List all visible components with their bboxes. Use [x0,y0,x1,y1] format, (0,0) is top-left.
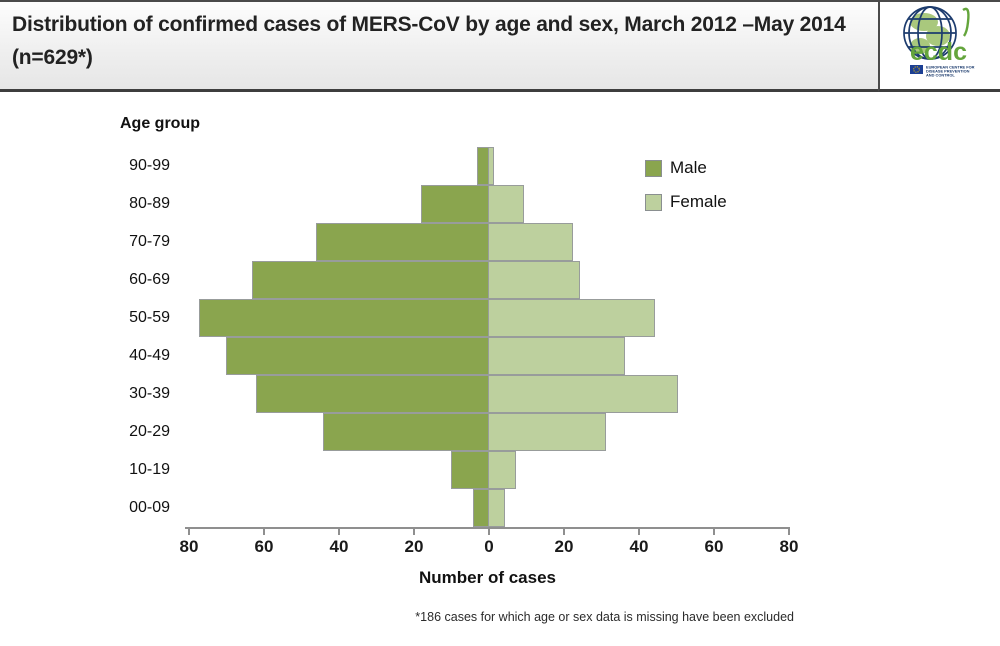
female-bar [488,451,517,489]
header-bar: Distribution of confirmed cases of MERS-… [0,0,878,92]
page-title: Distribution of confirmed cases of MERS-… [12,13,846,69]
footnote: *186 cases for which age or sex data is … [415,610,794,624]
logo-line-3: AND CONTROL [926,73,955,78]
male-bar [450,451,490,489]
age-label: 30-39 [129,385,170,402]
age-label: 50-59 [129,309,170,326]
female-bar [488,489,505,527]
ecdc-logo: ecdc EUROPEAN CENTRE FOR DISEASE PREVENT… [878,0,1000,92]
legend-item-male: Male [645,158,727,178]
x-tick-mark [488,529,490,535]
x-tick-mark [263,529,265,535]
pyramid-row [185,185,790,223]
pyramid-row [185,375,790,413]
female-bar [488,299,655,337]
x-tick-mark [638,529,640,535]
female-bar [488,223,573,261]
age-axis-labels: 90-99 80-89 70-79 60-69 50-59 40-49 30-39 20-29… [90,147,170,527]
x-tick-mark [713,529,715,535]
male-bar [315,223,490,261]
pyramid-rows [185,147,790,527]
female-swatch-icon [645,193,662,211]
x-tick-label: 40 [329,537,349,556]
x-tick-label: 20 [404,537,424,556]
x-tick-label: 0 [484,537,494,556]
age-label: 40-49 [129,347,170,364]
pyramid-row [185,413,790,451]
x-tick-label: 80 [179,537,199,556]
x-axis-title: Number of cases [419,568,556,587]
logo-line-1: EUROPEAN CENTRE FOR [926,65,975,70]
age-label: 10-19 [129,461,170,478]
legend-label-female: Female [670,192,727,211]
x-tick-mark [338,529,340,535]
y-axis-title: Age group [120,115,200,132]
female-bar [488,337,625,375]
pyramid-row [185,299,790,337]
legend-item-female: Female [645,192,727,212]
x-tick-label: 80 [779,537,799,556]
age-label: 00-09 [129,499,170,516]
x-tick-mark [563,529,565,535]
x-tick-label: 60 [704,537,724,556]
logo-line-2: DISEASE PREVENTION [926,69,970,74]
pyramid-row [185,451,790,489]
age-label: 70-79 [129,233,170,250]
legend: Male Female [645,158,727,226]
pyramid-row [185,261,790,299]
pyramid-plot: 80 60 40 20 0 20 40 60 80 [180,147,798,556]
x-tick-label: 60 [254,537,274,556]
x-axis-line [185,527,790,529]
female-bar [488,413,607,451]
x-tick-label: 40 [629,537,649,556]
male-bar [420,185,490,223]
female-bar [488,375,678,413]
ecdc-logo-icon: ecdc EUROPEAN CENTRE FOR DISEASE PREVENT… [903,6,975,78]
x-tick-label: 20 [554,537,574,556]
x-tick-mark [188,529,190,535]
age-label: 90-99 [129,157,170,174]
female-bar [488,147,494,185]
pyramid-row [185,489,790,527]
male-bar [251,261,490,299]
age-label: 20-29 [129,423,170,440]
age-label: 60-69 [129,271,170,288]
female-bar [488,261,580,299]
pyramid-row [185,147,790,185]
male-bar [225,337,490,375]
male-bar [199,299,490,337]
x-tick-mark [788,529,790,535]
eu-flag-icon [910,65,923,74]
legend-label-male: Male [670,158,707,177]
pyramid-row [185,223,790,261]
pyramid-row [185,337,790,375]
ecdc-logo-wordmark: ecdc [910,38,967,66]
male-swatch-icon [645,159,662,177]
female-bar [488,185,524,223]
age-label: 80-89 [129,195,170,212]
male-bar [323,413,490,451]
male-bar [255,375,490,413]
x-tick-mark [413,529,415,535]
